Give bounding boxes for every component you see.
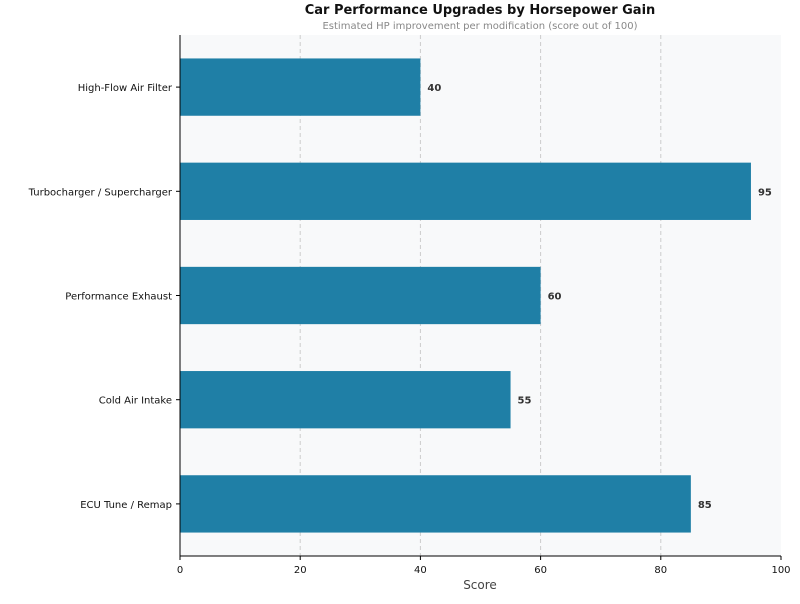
bar-value-label: 55 xyxy=(518,396,532,407)
x-tick-label: 20 xyxy=(294,565,307,576)
bar xyxy=(180,58,421,116)
bar xyxy=(180,475,691,533)
x-tick-label: 60 xyxy=(534,565,547,576)
y-tick-label: Turbocharger / Supercharger xyxy=(28,187,173,198)
bar xyxy=(180,266,541,325)
chart-subtitle: Estimated HP improvement per modificatio… xyxy=(322,21,637,32)
bar-value-label: 95 xyxy=(758,187,772,198)
bar xyxy=(180,371,511,429)
bar-value-label: 60 xyxy=(548,292,562,303)
x-tick-label: 40 xyxy=(414,565,427,576)
y-tick-label: Cold Air Intake xyxy=(99,396,172,407)
bar-value-label: 40 xyxy=(427,83,441,94)
y-tick-label: ECU Tune / Remap xyxy=(80,500,172,511)
x-tick-label: 80 xyxy=(654,565,667,576)
y-tick-label: High-Flow Air Filter xyxy=(78,83,173,94)
bar xyxy=(180,162,751,220)
y-tick-label: Performance Exhaust xyxy=(65,292,172,303)
x-tick-label: 100 xyxy=(771,565,790,576)
x-axis-label: Score xyxy=(463,578,497,592)
chart-title: Car Performance Upgrades by Horsepower G… xyxy=(305,3,656,18)
bar-value-label: 85 xyxy=(698,500,712,511)
x-tick-label: 0 xyxy=(177,565,183,576)
